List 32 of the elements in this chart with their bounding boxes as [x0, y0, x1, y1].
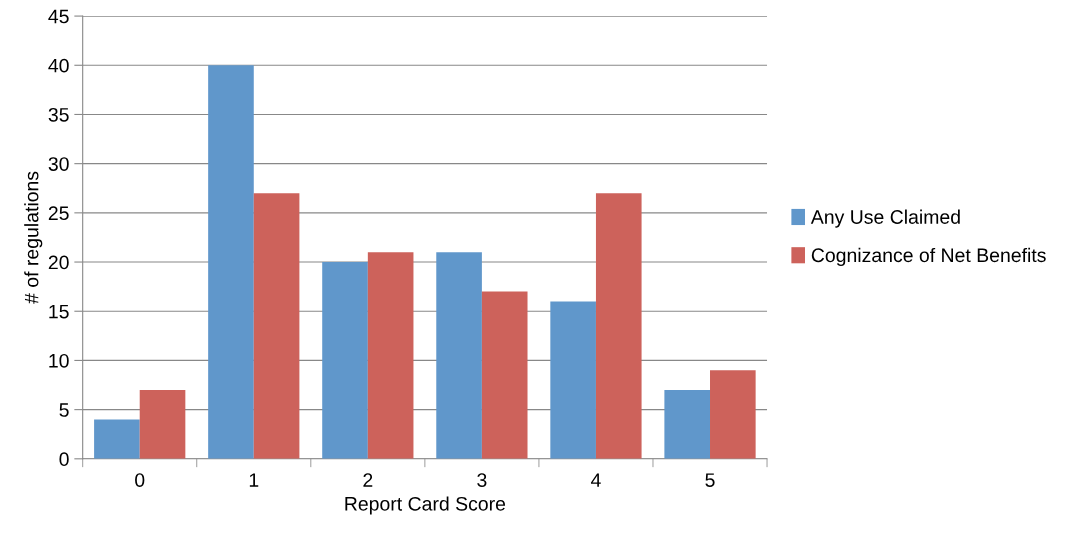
x-tick-label: 4	[590, 473, 601, 487]
bar	[664, 389, 711, 459]
bar	[253, 193, 300, 459]
bar	[550, 301, 596, 459]
x-axis-title: Report Card Score	[345, 496, 506, 515]
y-tick-label: 0	[59, 452, 69, 467]
bar	[595, 193, 642, 459]
y-tick-label: 25	[48, 206, 69, 221]
bar	[367, 252, 414, 459]
y-axis-title: # of regulations	[24, 171, 43, 304]
bar	[710, 370, 756, 459]
legend-label: Any Use Claimed	[810, 209, 960, 228]
x-tick-label: 5	[705, 473, 715, 487]
x-tick-label: 0	[135, 473, 145, 487]
bar	[208, 65, 254, 459]
y-tick-label: 30	[48, 157, 69, 171]
bar	[436, 252, 482, 459]
y-tick-label: 40	[48, 58, 69, 73]
legend-label: Cognizance of Net Benefits	[811, 247, 1046, 266]
bar	[322, 262, 368, 459]
y-tick-label: 15	[49, 304, 69, 319]
y-tick-label: 45	[48, 9, 69, 24]
y-tick-label: 20	[48, 255, 69, 270]
bar	[139, 389, 186, 459]
x-tick-label: 3	[477, 473, 487, 487]
y-tick-label: 5	[59, 403, 69, 417]
bar	[94, 419, 140, 459]
bar	[481, 291, 528, 459]
x-tick-label: 2	[363, 473, 373, 487]
y-tick-label: 35	[48, 107, 69, 122]
x-tick-label: 1	[249, 473, 259, 487]
y-tick-label: 10	[49, 353, 69, 368]
